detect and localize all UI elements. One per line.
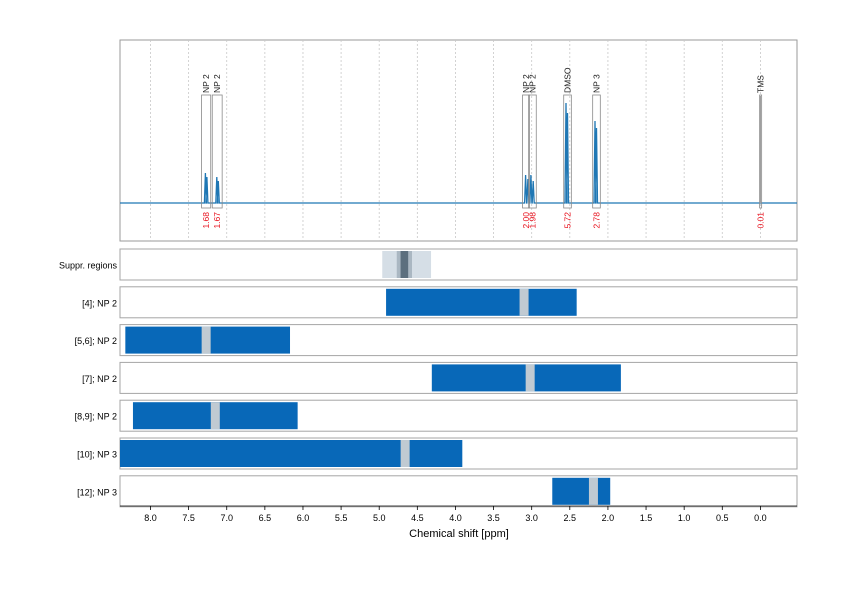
track-center-mark xyxy=(525,364,535,392)
x-tick-label: 6.0 xyxy=(297,513,310,523)
track-row: [4]; NP 2 xyxy=(82,286,798,319)
track-row: [10]; NP 3 xyxy=(77,437,798,470)
x-axis: 8.0 7.5 7.0 6.5 6.0 5.5 5.0 4.5 4.0 3.5 3.0 2.5 2.0 1… xyxy=(120,505,797,523)
track-row: [5,6]; NP 2 xyxy=(75,324,798,357)
track-label: [10]; NP 3 xyxy=(77,450,117,460)
region-label: TMS xyxy=(755,75,765,93)
track-center-mark xyxy=(519,288,529,316)
x-tick-label: 7.0 xyxy=(220,513,233,523)
track-row: [12]; NP 3 xyxy=(77,475,798,508)
integral-value: 2.00 xyxy=(521,212,531,229)
track-bar xyxy=(552,477,611,505)
track-label: [4]; NP 2 xyxy=(82,298,117,308)
x-tick-label: 3.5 xyxy=(487,513,500,523)
integral-value: 1.67 xyxy=(212,212,222,229)
region-label: DMSO xyxy=(563,67,573,93)
x-tick-label: 1.0 xyxy=(678,513,691,523)
x-tick-label: 0.5 xyxy=(716,513,729,523)
region-box xyxy=(563,94,572,209)
x-tick-label: 4.0 xyxy=(449,513,462,523)
suppressed-regions-row: Suppr. regions xyxy=(59,248,798,281)
track-center-mark xyxy=(588,477,598,505)
track-label: [5,6]; NP 2 xyxy=(75,336,117,346)
region-box xyxy=(211,94,223,209)
track-label: [12]; NP 3 xyxy=(77,487,117,497)
region-label: NP 2 xyxy=(212,74,222,93)
track-bar xyxy=(120,440,463,467)
spectrum-panel: NP 2 1.68 NP 2 1.67 NP 2 2.00 NP 2 1.98 DMSO 5.72… xyxy=(119,39,798,242)
track-frame xyxy=(119,248,798,281)
region-box xyxy=(522,94,530,209)
x-axis-label: Chemical shift [ppm] xyxy=(409,528,509,540)
x-tick-label: 3.0 xyxy=(525,513,538,523)
spectrum-trace xyxy=(120,102,797,204)
region-box xyxy=(759,94,763,209)
x-tick-label: 0.0 xyxy=(754,513,767,523)
region-label: NP 3 xyxy=(591,74,601,93)
integral-value: 2.78 xyxy=(591,212,601,229)
track-center-mark xyxy=(400,440,410,467)
track-center-mark xyxy=(201,326,211,354)
track-label: [7]; NP 2 xyxy=(82,374,117,384)
track-label: [8,9]; NP 2 xyxy=(75,412,117,422)
region-box xyxy=(528,94,537,209)
track-center-mark xyxy=(210,402,220,430)
region-box xyxy=(592,94,601,209)
track-row: [7]; NP 2 xyxy=(82,361,798,394)
x-tick-label: 5.0 xyxy=(373,513,386,523)
track-frame xyxy=(119,475,798,508)
track-panels: Suppr. regions [4]; NP 2 [5,6]; NP 2 [7]; N… xyxy=(59,248,798,508)
x-tick-label: 2.0 xyxy=(602,513,615,523)
integral-value: 5.72 xyxy=(563,212,573,229)
track-row: [8,9]; NP 2 xyxy=(75,399,798,432)
region-label: NP 2 xyxy=(527,74,537,93)
region-label: NP 2 xyxy=(201,74,211,93)
x-tick-label: 5.5 xyxy=(335,513,348,523)
x-tick-label: 6.5 xyxy=(259,513,272,523)
track-label: Suppr. regions xyxy=(59,261,118,271)
x-tick-label: 2.5 xyxy=(564,513,577,523)
region-box xyxy=(201,94,212,209)
region-label: NP 2 xyxy=(521,74,531,93)
integral-value: 0.01 xyxy=(755,212,765,229)
x-tick-label: 1.5 xyxy=(640,513,653,523)
x-tick-label: 4.5 xyxy=(411,513,424,523)
x-tick-label: 7.5 xyxy=(182,513,195,523)
suppressed-region-core xyxy=(400,251,409,278)
x-tick-label: 8.0 xyxy=(144,513,157,523)
integral-value: 1.68 xyxy=(201,212,211,229)
spectrum-frame xyxy=(119,39,798,242)
integral-value: 1.98 xyxy=(527,212,537,229)
track-bar xyxy=(386,288,577,316)
